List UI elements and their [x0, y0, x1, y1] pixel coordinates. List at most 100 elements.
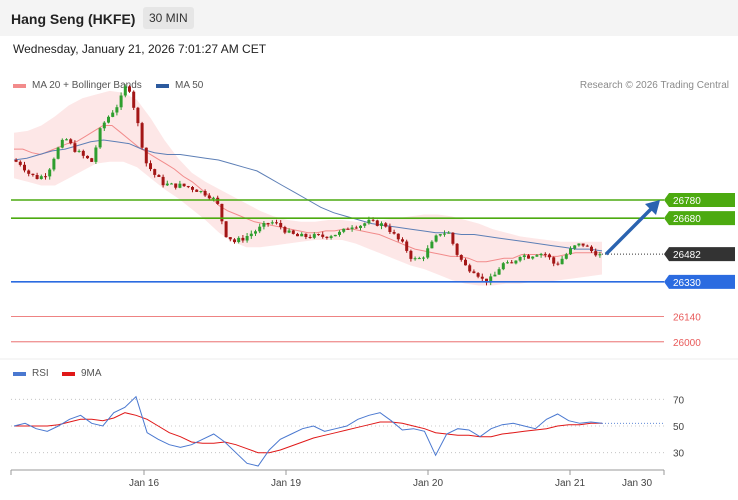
candle-body: [128, 86, 131, 92]
candle-body: [233, 239, 236, 243]
forecast-arrow-shaft: [604, 206, 654, 256]
candle-body: [27, 170, 31, 174]
rsi-line: [13, 395, 603, 467]
candle-body: [262, 223, 266, 227]
legend-ma20-label: MA 20 + Bollinger Bands: [32, 80, 142, 91]
candle-body: [73, 143, 77, 152]
candle-body: [249, 233, 253, 237]
candle-body: [140, 123, 144, 148]
candle-body: [132, 91, 136, 108]
candle-body: [136, 107, 140, 124]
candlesticks: [14, 84, 602, 286]
candle-body: [149, 163, 152, 170]
level-label-26000: 26000: [673, 338, 701, 349]
candle-body: [69, 139, 73, 144]
header-bar: [0, 0, 738, 36]
candle-body: [409, 250, 413, 259]
candle-body: [115, 107, 119, 113]
candle-body: [367, 219, 371, 224]
ma9-swatch: [62, 371, 75, 376]
candle-body: [527, 255, 530, 259]
candle-body: [501, 263, 505, 270]
candle-body: [77, 150, 81, 152]
candle-body: [384, 223, 388, 227]
candle-body: [472, 271, 476, 274]
interval-selector[interactable]: 30 MIN: [143, 7, 194, 29]
candle-body: [174, 183, 178, 188]
instrument-title: Hang Seng (HKFE): [11, 11, 136, 27]
candle-body: [573, 245, 577, 249]
candle-body: [405, 241, 409, 251]
candle-body: [417, 258, 421, 260]
candle-body: [266, 223, 270, 224]
candle-body: [308, 237, 312, 238]
candle-body: [359, 225, 362, 228]
legend-ma50-label: MA 50: [175, 80, 204, 91]
candle-body: [438, 234, 442, 236]
candle-body: [237, 237, 241, 242]
bollinger-band-area: [14, 90, 602, 286]
candle-body: [270, 222, 274, 224]
legend-ma50: MA 50: [156, 80, 203, 91]
price-levels: 26780 26680 26482 26330 26140 26000: [11, 193, 735, 349]
candle-body: [119, 95, 123, 108]
candle-body: [459, 255, 463, 260]
level-label-26140: 26140: [673, 312, 701, 323]
candle-body: [123, 86, 127, 96]
candle-body: [468, 265, 472, 272]
rsi-panel: 30 50 70: [11, 395, 685, 467]
candle-body: [476, 273, 480, 277]
level-tag-text-26482: 26482: [673, 250, 701, 261]
candle-body: [493, 274, 497, 277]
candle-body: [195, 189, 199, 192]
candle-body: [283, 227, 287, 233]
candle-body: [98, 128, 102, 148]
candle-body: [178, 183, 182, 188]
candle-body: [594, 251, 598, 256]
time-label-jan-21: Jan 21: [555, 478, 585, 489]
candle-body: [514, 260, 518, 264]
legend-9ma: 9MA: [62, 368, 102, 379]
candle-body: [489, 276, 493, 283]
candle-body: [392, 232, 396, 234]
candle-body: [422, 257, 425, 259]
candle-body: [577, 243, 581, 246]
credit-text: Research © 2026 Trading Central: [579, 80, 729, 91]
legend-rsi-label: RSI: [32, 368, 49, 379]
candle-body: [552, 257, 556, 264]
candle-body: [480, 276, 484, 279]
candle-body: [300, 233, 304, 237]
candle-body: [443, 233, 446, 235]
candle-body: [325, 236, 329, 238]
candle-body: [388, 226, 392, 232]
timestamp: Wednesday, January 21, 2026 7:01:27 AM C…: [13, 42, 267, 56]
legend-ma20: MA 20 + Bollinger Bands: [13, 80, 142, 91]
candle-body: [275, 222, 278, 224]
candle-body: [329, 236, 333, 238]
candle-body: [23, 164, 26, 171]
time-label-jan-19: Jan 19: [271, 478, 301, 489]
candle-body: [39, 176, 43, 179]
candle-body: [144, 147, 148, 164]
candle-body: [380, 223, 383, 226]
candle-body: [564, 254, 568, 259]
candle-body: [464, 259, 467, 266]
candle-body: [186, 186, 190, 188]
candle-body: [48, 169, 52, 177]
candle-body: [434, 235, 438, 242]
candle-body: [401, 239, 404, 242]
candle-body: [590, 246, 593, 252]
candle-body: [598, 254, 602, 256]
candle-body: [426, 248, 430, 258]
candle-body: [287, 230, 291, 233]
legend-rsi: RSI: [13, 368, 49, 379]
candle-body: [81, 150, 85, 156]
candle-body: [245, 236, 249, 241]
candle-body: [56, 147, 60, 159]
candle-body: [212, 197, 215, 199]
candle-body: [191, 187, 194, 190]
rsi-tick-50: 50: [673, 422, 685, 433]
level-tag-text-26680: 26680: [673, 214, 701, 225]
candle-body: [569, 248, 572, 255]
